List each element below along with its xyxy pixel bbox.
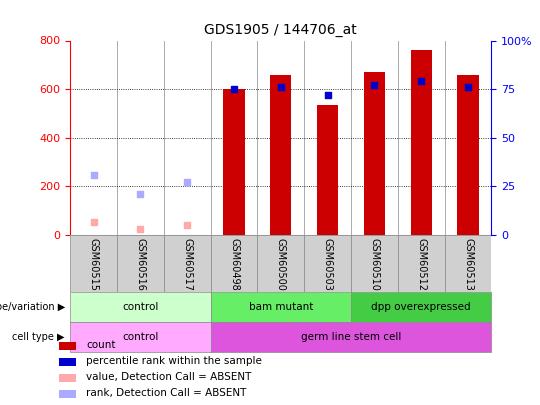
Text: value, Detection Call = ABSENT: value, Detection Call = ABSENT <box>86 372 252 382</box>
Bar <box>59 358 76 366</box>
Point <box>136 226 145 232</box>
Bar <box>224 89 245 235</box>
Point <box>136 191 145 197</box>
Text: genotype/variation ▶: genotype/variation ▶ <box>0 302 65 312</box>
Bar <box>59 374 76 382</box>
Point <box>323 92 332 98</box>
Bar <box>70 292 211 322</box>
Bar <box>164 235 211 292</box>
Bar <box>457 75 478 235</box>
Text: cell type ▶: cell type ▶ <box>12 332 65 342</box>
Text: GSM60517: GSM60517 <box>182 238 192 291</box>
Point <box>89 171 98 178</box>
Text: control: control <box>122 332 159 342</box>
Text: count: count <box>86 340 116 350</box>
Bar <box>59 341 76 350</box>
Bar <box>304 235 351 292</box>
Point <box>183 179 192 185</box>
Bar <box>211 235 258 292</box>
Text: GSM60498: GSM60498 <box>229 238 239 290</box>
Title: GDS1905 / 144706_at: GDS1905 / 144706_at <box>205 23 357 37</box>
Text: rank, Detection Call = ABSENT: rank, Detection Call = ABSENT <box>86 388 247 399</box>
Bar <box>398 235 444 292</box>
Bar <box>70 235 117 292</box>
Text: GSM60515: GSM60515 <box>89 238 99 291</box>
Text: bam mutant: bam mutant <box>248 302 313 312</box>
Bar <box>444 235 491 292</box>
Point <box>183 222 192 228</box>
Text: GSM60513: GSM60513 <box>463 238 473 291</box>
Point <box>89 218 98 225</box>
Text: control: control <box>122 302 159 312</box>
Bar <box>211 292 351 322</box>
Text: percentile rank within the sample: percentile rank within the sample <box>86 356 262 366</box>
Bar <box>364 72 385 235</box>
Point <box>276 84 285 90</box>
Bar <box>211 322 491 352</box>
Bar <box>351 235 398 292</box>
Point <box>230 86 238 92</box>
Text: germ line stem cell: germ line stem cell <box>301 332 401 342</box>
Text: GSM60516: GSM60516 <box>136 238 145 291</box>
Text: GSM60512: GSM60512 <box>416 238 426 291</box>
Bar <box>351 292 491 322</box>
Bar <box>317 105 338 235</box>
Bar <box>258 235 304 292</box>
Bar <box>271 75 292 235</box>
Bar <box>70 322 211 352</box>
Point <box>417 78 426 85</box>
Bar <box>411 50 432 235</box>
Text: GSM60510: GSM60510 <box>369 238 380 291</box>
Bar <box>117 235 164 292</box>
Bar <box>59 390 76 398</box>
Text: GSM60500: GSM60500 <box>276 238 286 291</box>
Text: GSM60503: GSM60503 <box>322 238 333 291</box>
Text: dpp overexpressed: dpp overexpressed <box>372 302 471 312</box>
Point <box>370 82 379 88</box>
Point <box>464 84 472 90</box>
